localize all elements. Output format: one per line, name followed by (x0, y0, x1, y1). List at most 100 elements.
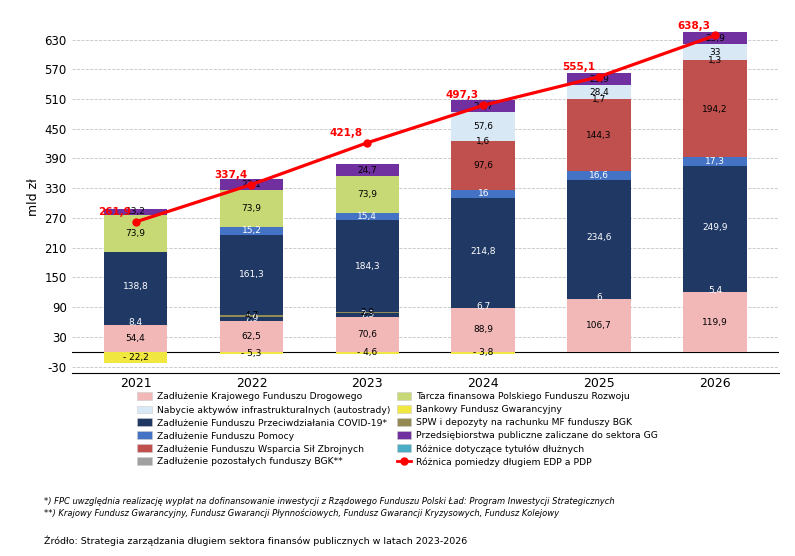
Text: 144,3: 144,3 (587, 131, 612, 140)
Bar (568, 180, 631, 296)
Text: 161,3: 161,3 (238, 270, 265, 279)
Text: 2,9: 2,9 (360, 308, 374, 317)
Bar (219, 315, 283, 317)
Bar (452, 142, 515, 190)
Bar (219, 321, 283, 352)
Text: 194,2: 194,2 (702, 105, 727, 113)
Text: 6,7: 6,7 (476, 301, 491, 310)
Text: 24,7: 24,7 (358, 166, 378, 175)
Bar (335, 317, 399, 352)
Bar (452, 190, 515, 198)
Bar (335, 220, 399, 312)
Text: 62,5: 62,5 (242, 332, 262, 341)
Bar (103, 352, 168, 363)
Text: 1,6: 1,6 (476, 137, 491, 146)
Bar (219, 317, 283, 321)
Text: 57,6: 57,6 (473, 122, 493, 131)
Text: 138,8: 138,8 (122, 282, 149, 291)
Text: 8,4: 8,4 (129, 318, 142, 327)
Text: 23,1: 23,1 (242, 180, 262, 189)
Bar (452, 112, 515, 141)
Text: - 5,3: - 5,3 (242, 349, 262, 358)
Text: 638,3: 638,3 (677, 21, 711, 31)
Text: Źródło: Strategia zarządzania długiem sektora finansów publicznych w latach 2023: Źródło: Strategia zarządzania długiem se… (44, 535, 467, 546)
Text: 4,7: 4,7 (244, 311, 258, 320)
Text: - 22,2: - 22,2 (122, 353, 149, 362)
Bar (103, 215, 168, 252)
Text: 106,7: 106,7 (586, 321, 612, 330)
Bar (568, 296, 631, 299)
Legend: Zadłużenie Krajowego Funduszu Drogowego, Nabycie aktywów infrastrukturalnych (au: Zadłużenie Krajowego Funduszu Drogowego,… (137, 392, 658, 467)
Text: 17,3: 17,3 (705, 157, 725, 166)
Bar (219, 352, 283, 354)
Bar (219, 191, 283, 227)
Bar (452, 198, 515, 304)
Bar (683, 292, 747, 352)
Bar (683, 157, 747, 166)
Bar (335, 176, 399, 213)
Bar (335, 312, 399, 313)
Text: 16,6: 16,6 (589, 171, 609, 180)
Bar (568, 99, 631, 100)
Text: 5,4: 5,4 (708, 286, 722, 295)
Text: 1,3: 1,3 (708, 56, 722, 65)
Bar (103, 321, 168, 325)
Text: 70,6: 70,6 (358, 330, 378, 339)
Text: 119,9: 119,9 (702, 317, 728, 326)
Text: 97,6: 97,6 (473, 161, 493, 170)
Text: 24,7: 24,7 (473, 102, 493, 111)
Bar (683, 32, 747, 44)
Text: 15,2: 15,2 (242, 226, 262, 235)
Bar (219, 235, 283, 315)
Bar (219, 227, 283, 235)
Bar (335, 352, 399, 354)
Text: 234,6: 234,6 (587, 234, 612, 242)
Bar (335, 213, 399, 220)
Text: 28,4: 28,4 (589, 87, 609, 97)
Text: 16: 16 (478, 190, 489, 198)
Bar (683, 61, 747, 157)
Bar (568, 171, 631, 180)
Text: **) Krajowy Fundusz Gwarancyjny, Fundusz Gwarancji Płynnościowych, Fundusz Gwara: **) Krajowy Fundusz Gwarancyjny, Fundusz… (44, 509, 559, 518)
Text: 15,4: 15,4 (358, 212, 378, 221)
Bar (683, 290, 747, 292)
Bar (683, 166, 747, 290)
Text: 13,2: 13,2 (126, 207, 145, 216)
Text: 73,9: 73,9 (358, 190, 378, 199)
Text: 7,9: 7,9 (244, 314, 258, 323)
Text: - 4,6: - 4,6 (357, 349, 378, 358)
Text: 23,9: 23,9 (589, 75, 609, 83)
Text: - 3,8: - 3,8 (473, 348, 494, 357)
Text: 184,3: 184,3 (355, 261, 380, 271)
Text: *) FPC uwzględnia realizację wypłat na dofinansowanie inwestycji z Rządowego Fun: *) FPC uwzględnia realizację wypłat na d… (44, 497, 615, 506)
Bar (452, 100, 515, 112)
Bar (568, 73, 631, 85)
Bar (452, 141, 515, 142)
Bar (335, 313, 399, 317)
Bar (335, 164, 399, 176)
Text: 555,1: 555,1 (562, 62, 595, 72)
Text: 261,9: 261,9 (99, 207, 131, 217)
Text: 337,4: 337,4 (214, 170, 247, 180)
Bar (452, 304, 515, 307)
Bar (568, 100, 631, 171)
Text: 249,9: 249,9 (702, 223, 727, 232)
Text: 23,9: 23,9 (705, 33, 725, 43)
Bar (103, 252, 168, 321)
Text: 7,3: 7,3 (360, 310, 374, 320)
Text: 54,4: 54,4 (126, 334, 145, 342)
Text: 73,9: 73,9 (242, 204, 262, 214)
Bar (452, 307, 515, 352)
Text: 214,8: 214,8 (471, 247, 496, 256)
Text: 1,7: 1,7 (592, 95, 607, 104)
Text: 88,9: 88,9 (473, 325, 493, 334)
Bar (103, 325, 168, 352)
Bar (568, 85, 631, 99)
Bar (219, 179, 283, 191)
Bar (452, 352, 515, 354)
Text: 6: 6 (596, 293, 602, 302)
Bar (568, 299, 631, 352)
Text: 497,3: 497,3 (446, 91, 479, 101)
Y-axis label: mld zł: mld zł (27, 178, 40, 216)
Bar (103, 208, 168, 215)
